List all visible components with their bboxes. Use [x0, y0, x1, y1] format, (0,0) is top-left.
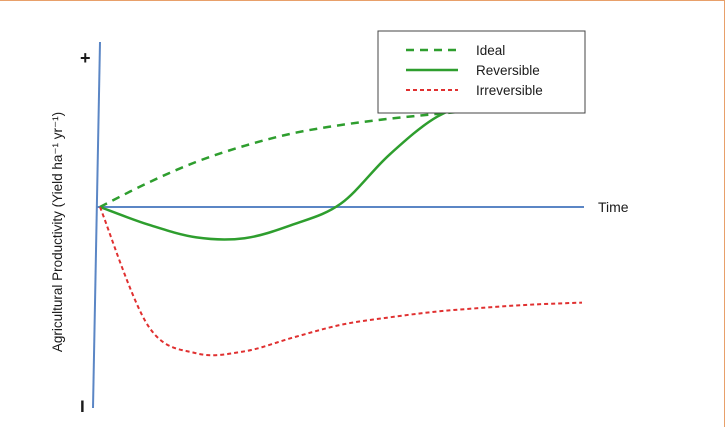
- series-line-ideal: [99, 103, 583, 209]
- y-plus-marker: +: [80, 48, 91, 68]
- y-axis: [92, 41, 101, 409]
- series-line-reversible: [99, 92, 583, 241]
- legend-label-reversible: Reversible: [476, 63, 540, 78]
- series-line-irreversible: [99, 206, 583, 357]
- legend-label-irreversible: Irreversible: [476, 83, 543, 98]
- x-axis-label: Time: [598, 199, 629, 215]
- y-minus-marker: I: [80, 397, 85, 416]
- legend-label-ideal: Ideal: [476, 43, 505, 58]
- y-axis-label: Agricultural Productivity (Yield ha⁻¹ yr…: [50, 112, 65, 352]
- legend-box: [377, 30, 586, 114]
